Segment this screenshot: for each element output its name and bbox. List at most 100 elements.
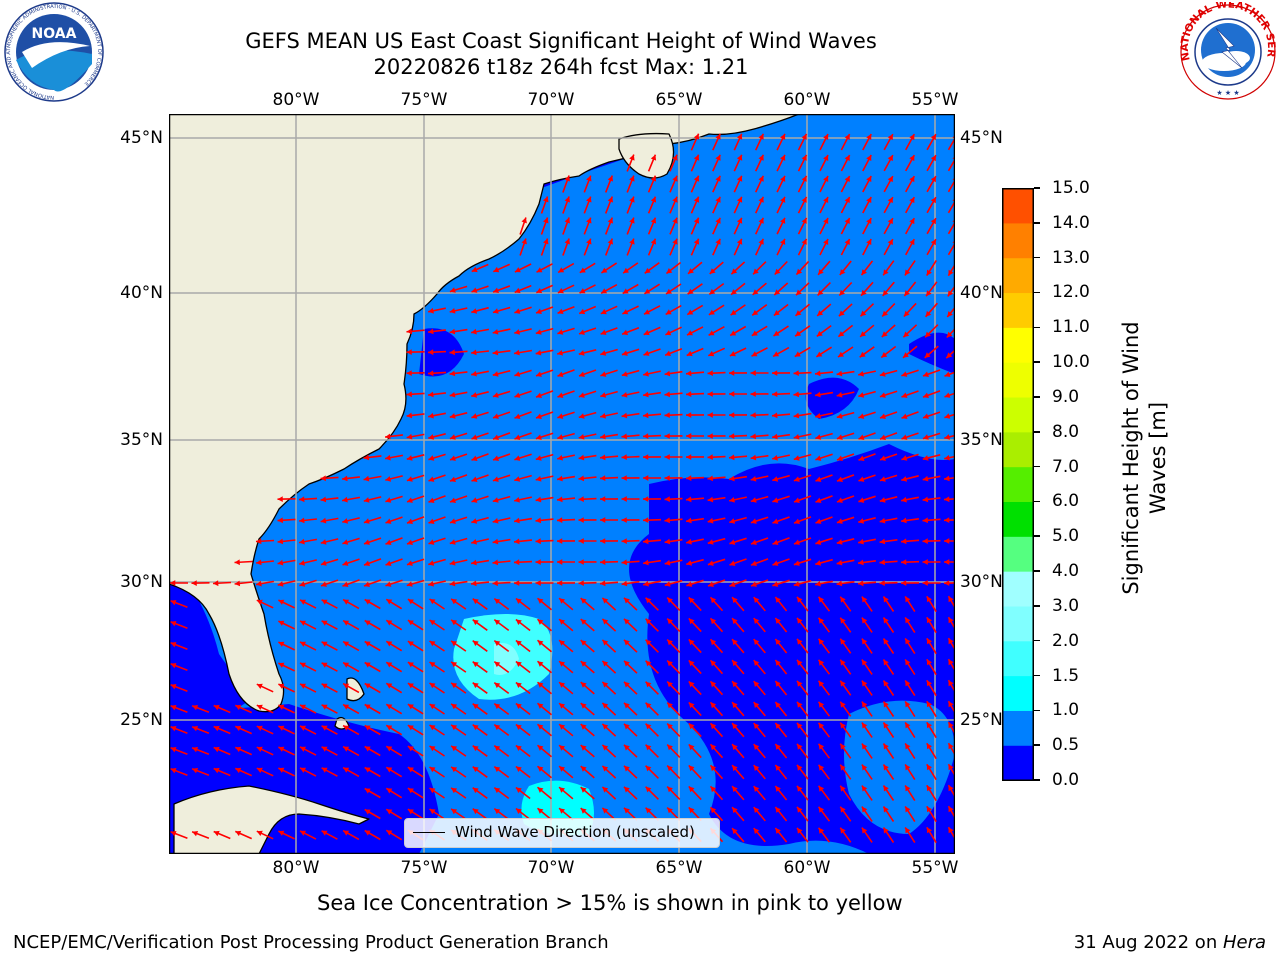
wind-wave-arrow-head <box>797 827 803 834</box>
wind-wave-arrow-head <box>732 807 738 814</box>
wind-wave-arrow-head <box>664 412 670 418</box>
wind-wave-arrow-head <box>515 598 522 604</box>
wind-wave-arrow-head <box>537 766 544 772</box>
wind-wave-arrow-head <box>708 330 715 336</box>
wind-wave-arrow-head <box>579 308 586 315</box>
wind-wave-arrow-head <box>944 454 950 461</box>
wind-wave-arrow-head <box>450 497 456 503</box>
wind-wave-arrow-head <box>944 475 950 482</box>
wind-wave-arrow-head <box>773 351 780 357</box>
wind-wave-arrow-head <box>815 370 821 377</box>
wind-wave-arrow-head <box>710 681 717 688</box>
wind-wave-arrow-head <box>667 786 673 793</box>
wind-wave-arrow-head <box>861 596 868 603</box>
wind-wave-arrow-head <box>624 744 630 751</box>
wind-wave-arrow-head <box>795 330 802 337</box>
wind-wave-arrow-head <box>557 413 564 419</box>
wind-wave-arrow-head <box>559 682 565 688</box>
wind-wave-arrow-head <box>536 287 543 294</box>
wind-wave-arrow-head <box>794 518 800 524</box>
wind-wave-arrow-head <box>772 518 779 524</box>
lat-label-left: 35°N <box>120 430 163 450</box>
wind-wave-arrow-head <box>624 807 630 814</box>
wind-wave-arrow-head <box>667 744 673 751</box>
wind-wave-arrow-head <box>645 597 652 604</box>
wind-wave-arrow-head <box>815 560 822 566</box>
wind-wave-arrow-head <box>492 518 499 524</box>
wind-wave-arrow-head <box>385 454 391 461</box>
lat-label-right: 45°N <box>960 128 1003 148</box>
wind-wave-arrow-head <box>514 287 521 294</box>
wind-wave-arrow-head <box>922 434 929 440</box>
wind-wave-arrow <box>947 136 955 151</box>
wind-wave-arrow-head <box>879 538 886 545</box>
wind-wave-arrow-head <box>428 349 434 356</box>
wind-wave-arrow-head <box>948 827 954 834</box>
wind-wave-arrow-head <box>515 640 522 646</box>
wind-wave-arrow-head <box>693 175 700 182</box>
wind-wave-arrow-head <box>643 580 649 587</box>
colorbar-tick-label: 2.0 <box>1052 630 1080 651</box>
wind-wave-arrow-head <box>751 330 758 336</box>
wind-wave-arrow-head <box>688 268 694 274</box>
wind-wave-arrow-head <box>472 808 479 815</box>
wind-wave-arrow-head <box>300 830 306 836</box>
wind-wave-arrow-head <box>860 310 867 317</box>
wind-wave-arrow-head <box>901 434 908 440</box>
wind-wave-arrow-head <box>732 765 738 772</box>
wind-wave-arrow-head <box>578 559 584 565</box>
wave-height-map <box>169 114 955 854</box>
wind-wave-arrow-head <box>818 268 824 275</box>
wind-wave-arrow-head <box>557 538 563 544</box>
wind-wave-arrow-head <box>930 134 936 141</box>
wind-wave-arrow-head <box>887 239 893 246</box>
wind-wave-arrow-head <box>213 767 220 774</box>
wind-wave-arrow-head <box>643 496 649 502</box>
wind-wave-arrow-head <box>818 722 825 729</box>
wind-wave-arrow-head <box>930 176 936 183</box>
wind-wave-arrow-head <box>586 238 592 245</box>
wind-wave-arrow-head <box>710 723 717 730</box>
wind-wave-arrow-head <box>492 476 499 482</box>
wind-wave-arrow-head <box>494 598 501 605</box>
wind-wave-arrow-head <box>299 581 306 587</box>
wind-wave-arrow-head <box>883 764 889 771</box>
wind-wave-arrow-head <box>363 497 370 503</box>
wind-wave-arrow-head <box>883 269 889 276</box>
wind-wave-arrow-head <box>947 290 954 297</box>
wind-wave-arrow-head <box>926 701 932 708</box>
wind-wave-arrow-head <box>818 785 825 792</box>
wind-wave-arrow-head <box>816 330 823 337</box>
wind-wave-arrow-head <box>836 580 843 587</box>
wind-wave-arrow-head <box>923 413 929 419</box>
wind-wave-arrow-head <box>753 786 760 792</box>
wind-wave-arrow-head <box>300 746 306 752</box>
wind-wave-arrow-head <box>708 309 715 315</box>
lon-label-bottom: 60°W <box>783 858 831 878</box>
wind-wave-arrow-head <box>578 517 584 523</box>
wind-wave-arrow-head <box>320 496 327 503</box>
wind-wave-arrow-head <box>858 580 864 587</box>
wind-wave-arrow-head <box>407 662 414 668</box>
wind-wave-arrow-head <box>664 391 670 398</box>
wind-wave-arrow-head <box>753 639 760 645</box>
wind-wave-arrow-head <box>903 310 910 317</box>
wind-wave-arrow-head <box>451 661 458 668</box>
wind-wave-arrow-head <box>732 744 738 751</box>
wind-wave-arrow-head <box>537 661 544 667</box>
wind-wave-arrow-head <box>753 828 760 834</box>
wind-wave-arrow-head <box>944 496 950 503</box>
wind-wave-arrow-head <box>537 787 544 793</box>
wind-wave-arrow-head <box>905 806 911 813</box>
colorbar-tick-mark <box>1034 500 1040 503</box>
wind-wave-arrow-head <box>621 559 627 566</box>
wind-wave-arrow-head <box>621 517 627 523</box>
wind-wave-arrow-head <box>537 619 544 625</box>
wind-wave-arrow-head <box>535 329 542 335</box>
wind-wave-arrow-head <box>947 311 953 317</box>
wind-wave-arrow-head <box>926 638 932 645</box>
wind-wave-arrow-head <box>407 746 414 752</box>
colorbar <box>1002 188 1034 781</box>
wind-wave-arrow-head <box>213 580 219 587</box>
wind-wave-arrow-head <box>449 308 456 314</box>
